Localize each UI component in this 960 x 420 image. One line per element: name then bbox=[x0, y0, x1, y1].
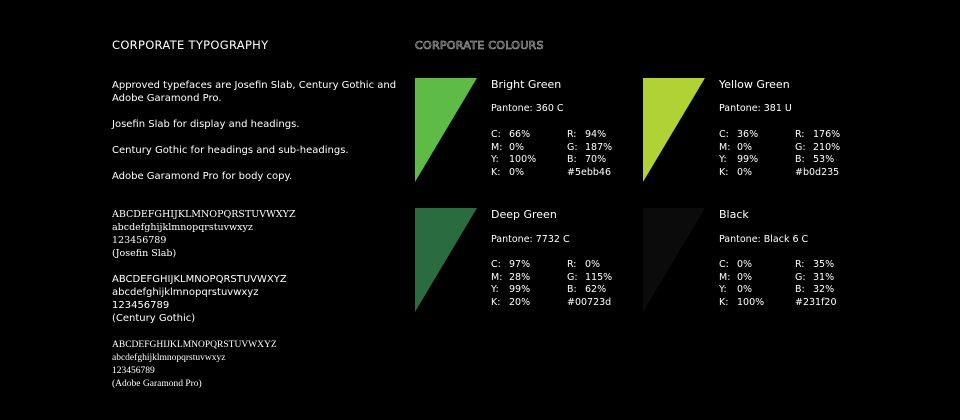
colour-values: C: 0% R: 35% M: 0% G: 31% Y: 0% B: 32% K: 100% #231… bbox=[719, 259, 837, 309]
rgb-value: 32% bbox=[813, 284, 835, 295]
rgb-value: 35% bbox=[813, 259, 835, 270]
rgb-value: 187% bbox=[585, 141, 613, 153]
colours-heading: CORPORATE COLOURS bbox=[415, 39, 544, 53]
hex-value: #231f20 bbox=[795, 296, 837, 308]
cmyk-label: Y: bbox=[719, 154, 727, 165]
cmyk-label: K: bbox=[491, 296, 501, 308]
cmyk-label: Y: bbox=[491, 284, 499, 295]
cmyk-label: M: bbox=[491, 271, 503, 283]
cmyk-label: K: bbox=[719, 296, 729, 308]
cmyk-value: 0% bbox=[737, 271, 753, 283]
colour-name: Yellow Green bbox=[719, 78, 790, 91]
rgb-label: R: bbox=[795, 129, 805, 140]
rgb-value: 31% bbox=[813, 271, 835, 283]
colour-swatch bbox=[643, 78, 705, 182]
cmyk-value: 99% bbox=[509, 284, 531, 295]
body-paragraph: Adobe Garamond Pro for body copy. bbox=[112, 171, 293, 182]
rgb-label: B: bbox=[567, 284, 577, 295]
pantone-code: Pantone: 381 U bbox=[719, 103, 792, 114]
cmyk-value: 0% bbox=[737, 141, 753, 153]
sample-digits: 123456789 bbox=[112, 366, 155, 376]
typefaces-paragraph: Approved typefaces are Josefin Slab, Cen… bbox=[112, 80, 397, 104]
cmyk-value: 100% bbox=[737, 296, 765, 308]
pantone-code: Pantone: 360 C bbox=[491, 103, 564, 114]
rgb-label: G: bbox=[567, 141, 578, 153]
rgb-label: R: bbox=[567, 129, 577, 140]
cmyk-label: M: bbox=[719, 141, 731, 153]
hex-value: #b0d235 bbox=[795, 166, 840, 178]
colour-values: C: 97% R: 0% M: 28% G: 115% Y: 99% B: 62% K: 20% #0… bbox=[491, 259, 612, 309]
cmyk-label: C: bbox=[719, 259, 729, 270]
rgb-label: B: bbox=[795, 154, 805, 165]
adobe-garamond-sample: ABCDEFGHIJKLMNOPQRSTUVWXYZ abcdefghijklm… bbox=[112, 339, 277, 391]
rgb-value: 70% bbox=[585, 154, 607, 165]
display-paragraph: Josefin Slab for display and headings. bbox=[112, 119, 300, 130]
cmyk-label: M: bbox=[719, 271, 731, 283]
pantone-code: Pantone: 7732 C bbox=[491, 234, 570, 245]
cmyk-label: K: bbox=[719, 166, 729, 178]
sample-uppercase: ABCDEFGHIJKLMNOPQRSTUVWXYZ bbox=[112, 209, 296, 220]
cmyk-value: 97% bbox=[509, 259, 531, 270]
cmyk-label: K: bbox=[491, 166, 501, 178]
hex-value: #5ebb46 bbox=[567, 166, 611, 178]
colour-values: C: 36% R: 176% M: 0% G: 210% Y: 99% B: 53% K: 0% #b… bbox=[719, 129, 840, 179]
cmyk-value: 28% bbox=[509, 271, 531, 283]
sample-uppercase: ABCDEFGHIJKLMNOPQRSTUVWXYZ bbox=[112, 274, 287, 285]
rgb-label: R: bbox=[795, 259, 805, 270]
rgb-label: G: bbox=[795, 141, 806, 153]
century-gothic-sample: ABCDEFGHIJKLMNOPQRSTUVWXYZ abcdefghijklm… bbox=[112, 273, 287, 325]
sample-font-name: (Century Gothic) bbox=[112, 313, 196, 324]
colour-name: Deep Green bbox=[491, 208, 557, 221]
cmyk-value: 100% bbox=[509, 154, 537, 165]
sample-font-name: (Adobe Garamond Pro) bbox=[112, 379, 202, 389]
rgb-value: 176% bbox=[813, 129, 841, 140]
hex-value: #00723d bbox=[567, 296, 612, 308]
cmyk-value: 0% bbox=[737, 259, 753, 270]
cmyk-label: C: bbox=[719, 129, 729, 140]
cmyk-value: 36% bbox=[737, 129, 759, 140]
cmyk-value: 0% bbox=[737, 284, 753, 295]
rgb-value: 210% bbox=[813, 141, 841, 153]
rgb-label: B: bbox=[795, 284, 805, 295]
colour-name: Bright Green bbox=[491, 78, 562, 91]
typography-heading: CORPORATE TYPOGRAPHY bbox=[112, 38, 269, 52]
rgb-label: B: bbox=[567, 154, 577, 165]
cmyk-label: Y: bbox=[719, 284, 727, 295]
josefin-slab-sample: ABCDEFGHIJKLMNOPQRSTUVWXYZ abcdefghijklm… bbox=[112, 208, 296, 260]
rgb-value: 53% bbox=[813, 154, 835, 165]
rgb-value: 115% bbox=[585, 271, 613, 283]
rgb-value: 62% bbox=[585, 284, 607, 295]
cmyk-label: C: bbox=[491, 259, 501, 270]
cmyk-label: M: bbox=[491, 141, 503, 153]
colour-values: C: 66% R: 94% M: 0% G: 187% Y: 100% B: 70% K: 0% #5… bbox=[491, 129, 612, 179]
rgb-value: 94% bbox=[585, 129, 607, 140]
cmyk-value: 20% bbox=[509, 296, 531, 308]
sample-digits: 123456789 bbox=[112, 300, 170, 311]
rgb-label: G: bbox=[567, 271, 578, 283]
sample-digits: 123456789 bbox=[112, 235, 167, 246]
rgb-label: R: bbox=[567, 259, 577, 270]
cmyk-value: 0% bbox=[509, 141, 525, 153]
cmyk-value: 66% bbox=[509, 129, 531, 140]
sample-font-name: (Josefin Slab) bbox=[112, 248, 177, 259]
sample-lowercase: abcdefghijklmnopqrstuvwxyz bbox=[112, 222, 253, 233]
rgb-value: 0% bbox=[585, 259, 601, 270]
headings-paragraph: Century Gothic for headings and sub-head… bbox=[112, 145, 349, 156]
cmyk-label: Y: bbox=[491, 154, 499, 165]
cmyk-value: 99% bbox=[737, 154, 759, 165]
pantone-code: Pantone: Black 6 C bbox=[719, 234, 809, 245]
cmyk-value: 0% bbox=[509, 166, 525, 178]
colour-swatch bbox=[643, 208, 705, 312]
sample-lowercase: abcdefghijklmnopqrstuvwxyz bbox=[112, 353, 226, 363]
cmyk-value: 0% bbox=[737, 166, 753, 178]
rgb-label: G: bbox=[795, 271, 806, 283]
sample-uppercase: ABCDEFGHIJKLMNOPQRSTUVWXYZ bbox=[112, 340, 277, 350]
colour-swatch bbox=[415, 208, 477, 312]
colour-name: Black bbox=[719, 208, 749, 221]
colour-swatch bbox=[415, 78, 477, 182]
cmyk-label: C: bbox=[491, 129, 501, 140]
sample-lowercase: abcdefghijklmnopqrstuvwxyz bbox=[112, 287, 259, 298]
